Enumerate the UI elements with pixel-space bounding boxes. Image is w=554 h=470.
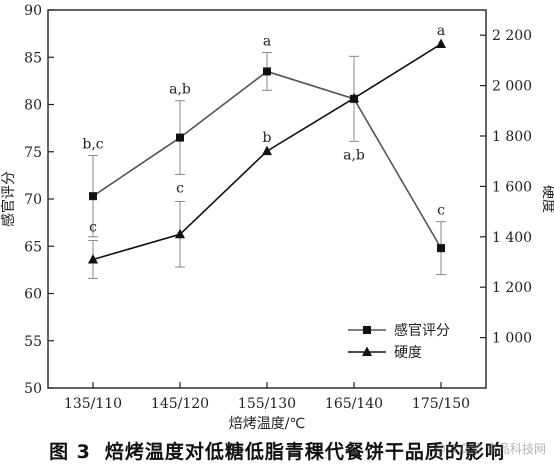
- data-point-square: [263, 67, 271, 76]
- significance-label: a,b: [169, 82, 191, 98]
- y-left-tick-label: 50: [24, 381, 42, 397]
- data-point-triangle: [436, 38, 446, 49]
- x-tick-label: 175/150: [412, 396, 470, 412]
- x-tick-label: 165/140: [325, 396, 383, 412]
- y-right-tick-label: 2 200: [492, 28, 532, 44]
- legend-label: 感官评分: [394, 322, 450, 339]
- y-right-tick-label: 2 000: [492, 79, 532, 95]
- legend-label: 硬度: [394, 345, 422, 361]
- y-left-tick-label: 65: [24, 239, 42, 255]
- legend-marker-triangle: [362, 346, 372, 356]
- y-left-tick-label: 60: [24, 287, 42, 303]
- figure-number: 图 3: [49, 440, 91, 463]
- y-left-tick-label: 80: [24, 98, 42, 114]
- significance-label: b,c: [82, 137, 103, 153]
- y-left-tick-label: 75: [24, 145, 42, 161]
- chart: 50 55 60 65 70 75 80 85 90 1 000 1 200 1 400 1 600 1 …: [0, 3, 554, 430]
- y-right-tick-label: 1 400: [492, 230, 532, 246]
- significance-label: c: [89, 220, 97, 236]
- y-right-axis-label: 硬度: [540, 185, 554, 213]
- y-left-axis-label: 感官评分: [0, 171, 17, 227]
- y-right-tick-label: 1 800: [492, 129, 532, 145]
- significance-label: a: [437, 23, 445, 39]
- x-axis-label: 焙烤温度/℃: [229, 416, 305, 430]
- data-point-triangle: [88, 253, 98, 264]
- significance-label: c: [176, 181, 184, 197]
- x-tick-label: 145/120: [151, 396, 209, 412]
- data-point-triangle: [175, 228, 185, 239]
- data-point-square: [176, 133, 184, 142]
- data-point-square: [89, 192, 97, 201]
- y-right-tick-label: 1 200: [492, 280, 532, 296]
- y-left-tick-label: 70: [24, 192, 42, 208]
- series-line-0: [92, 70, 442, 249]
- y-left-tick-label: 55: [24, 334, 42, 350]
- y-right-tick-label: 1 000: [492, 331, 532, 347]
- significance-label: a,b: [343, 147, 365, 163]
- significance-label: b: [263, 130, 272, 146]
- watermark: @公众号 食品科技网: [434, 442, 546, 456]
- x-tick-label: 155/130: [238, 396, 296, 412]
- significance-label: c: [437, 203, 445, 219]
- data-point-triangle: [262, 145, 272, 156]
- figure-caption: 图 3 焙烤温度对低糖低脂青稞代餐饼干品质的影响: [0, 430, 554, 470]
- x-tick-label: 135/110: [64, 396, 122, 412]
- significance-label: a: [263, 34, 271, 50]
- legend-marker-square: [363, 326, 371, 334]
- data-point-square: [437, 244, 445, 253]
- y-left-tick-label: 90: [24, 3, 42, 19]
- figure-title: 焙烤温度对低糖低脂青稞代餐饼干品质的影响: [104, 440, 505, 463]
- y-right-tick-label: 1 600: [492, 179, 532, 195]
- data-point-triangle: [349, 92, 359, 103]
- y-left-tick-label: 85: [24, 50, 42, 66]
